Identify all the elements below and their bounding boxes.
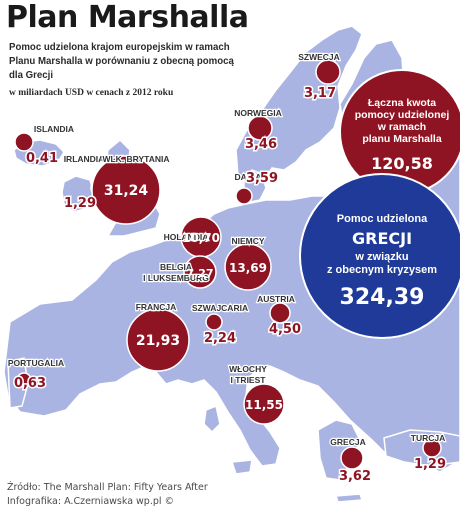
country-label-francja: FRANCJA [136,302,177,312]
country-label-szwajcaria: SZWAJCARIA [192,303,248,313]
total-marshall-label-3: w ramach [377,121,426,133]
country-label-belgia-i-luksemburg-1: I LUKSEMBURG [143,273,209,283]
source-note: Źródło: The Marshall Plan: Fifty Years A… [7,482,208,493]
chart-subtitle: Pomoc udzielona krajom europejskim w ram… [9,41,234,81]
chart-title: Plan Marshalla [6,0,249,35]
bubble-francja [126,308,190,372]
value-label-włochy-i-triest: 11,55 [245,398,283,412]
value-label-niemcy: 13,69 [229,261,267,275]
bubble-islandia [14,132,34,152]
value-label-turcja: 1,29 [414,457,446,472]
country-label-portugalia: PORTUGALIA [8,358,64,368]
greece-now-label-3: w związku [354,251,408,263]
footer: Źródło: The Marshall Plan: Fifty Years A… [7,481,208,509]
value-label-belgia-i-luksemburg: 7,27 [186,267,213,280]
country-label-norwegia: NORWEGIA [234,108,282,118]
country-label-grecja: GRECJA [330,437,365,447]
bubble-niemcy [224,243,272,291]
bubble-portugalia [16,372,32,388]
land-turkey [383,429,460,467]
bubble-norwegia [247,115,273,141]
country-labels: SZWECJA 3,17 NORWEGIA 3,46 ISLANDIA 0,41 IRLAN… [7,51,448,486]
bubble-szwajcaria [205,313,223,331]
value-label-irlandia: 1,29 [64,196,96,211]
country-label-wlk-brytania: WLK. BRYTANIA [102,154,169,164]
country-label-turcja: TURCJA [411,433,445,443]
land-sardinia [203,404,221,434]
value-label-szwajcaria: 2,24 [204,331,236,346]
total-marshall-label-2: pomocy udzielonej [355,109,450,121]
bubble-austria [269,302,291,324]
country-label-dania: DANIA [235,172,262,182]
country-label-szwecja: SZWECJA [298,52,340,62]
value-label-dania: 3,59 [246,171,278,186]
bubble-turcja [422,438,442,458]
total-marshall-label-4: planu Marshalla [362,133,442,145]
value-label-grecja: 3,62 [339,469,371,484]
bubble-szwecja [315,59,341,85]
country-label-belgia-i-luksemburg-0: BELGIA [160,262,192,272]
greece-now-label-4: z obecnym kryzysem [327,264,437,276]
bubble-wlk-brytania [91,155,161,225]
country-label-włochy-i-triest-1: I TRIEST [231,375,267,385]
unit-note: w miliardach USD w cenach z 2012 roku [9,88,174,98]
total-marshall-label-1: Łączna kwota [368,97,436,109]
total-marshall-value: 120,58 [371,154,433,173]
value-label-austria: 4,50 [269,322,301,337]
value-label-wlk-brytania: 31,24 [104,183,149,199]
value-label-szwecja: 3,17 [304,86,336,101]
value-bubbles [14,59,442,470]
value-label-norwegia: 3,46 [245,137,277,152]
land-sicily [230,459,253,475]
greece-now-label-2: GRECJI [352,229,412,248]
greece-now-value: 324,39 [340,285,425,310]
value-label-portugalia: 0,63 [14,376,46,391]
country-label-austria: AUSTRIA [257,294,295,304]
value-label-holandia: 10,70 [182,231,220,245]
value-label-francja: 21,93 [136,333,180,349]
country-label-włochy-i-triest-0: WŁOCHY [229,364,267,374]
country-label-holandia: HOLANDIA [164,232,209,242]
credit-note: Infografika: A.Czerniawska wp.pl © [7,496,175,507]
country-label-irlandia: IRLANDIA [64,154,105,164]
bubble-grecja [340,446,364,470]
bubble-włochy-i-triest [243,383,285,425]
greece-now-circle [299,173,460,339]
land-crete [334,493,364,503]
greece-now-label-1: Pomoc udzielona [337,213,428,225]
bubble-belgia-i-luksemburg [183,255,217,289]
country-label-niemcy: NIEMCY [231,236,264,246]
land-ireland [61,175,95,213]
bubble-dania [235,187,253,205]
value-label-islandia: 0,41 [26,151,58,166]
country-label-islandia: ISLANDIA [34,124,74,134]
